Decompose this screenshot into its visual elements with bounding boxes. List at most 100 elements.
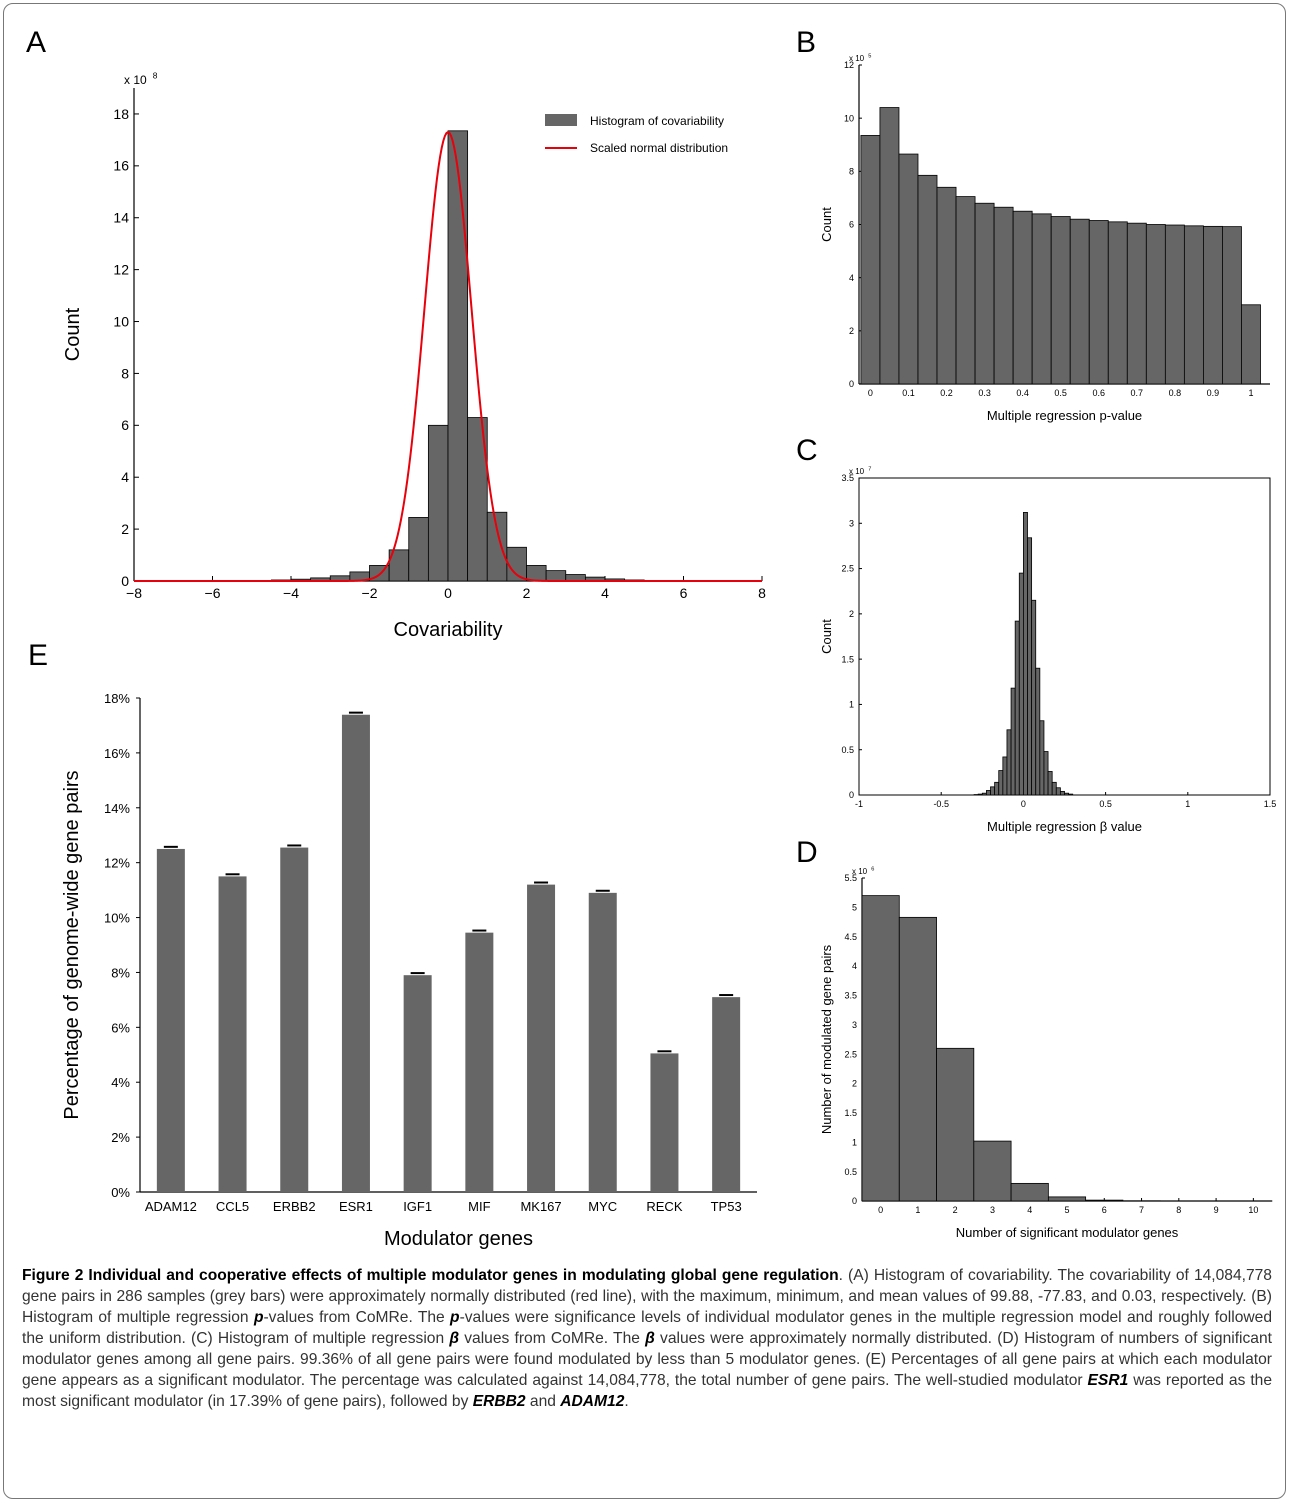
histogram-bar: [1010, 1182, 1049, 1202]
chart-c-histogram-beta: 0 0.5 1 1.5 2 2.5 3 3.5 -1 -0.5 0 0.5 1 1.5 x 10 7 Multi…: [819, 466, 1276, 834]
histogram-bar: [1006, 729, 1012, 796]
y-tick-label: 2: [849, 609, 854, 619]
y-tick-label: 4%: [111, 1075, 130, 1090]
y-tick-label: 1: [852, 1137, 857, 1147]
legend-label: Histogram of covariability: [590, 114, 724, 128]
histogram-bar: [506, 546, 527, 582]
histogram-bar: [1023, 512, 1028, 796]
x-tick-label: 0.3: [978, 388, 991, 398]
y-tick-label: 2: [849, 326, 854, 336]
plot-area: [858, 477, 1271, 796]
histogram-bar: [1064, 792, 1070, 796]
histogram-bar: [1012, 210, 1033, 385]
y-tick-label: 3: [849, 518, 854, 528]
x-tick-label: 0.7: [1131, 388, 1144, 398]
y-tick-label: 4: [852, 961, 857, 971]
y-multiplier-exponent: 7: [868, 466, 871, 472]
caption-title: Figure 2 Individual and cooperative effe…: [22, 1267, 839, 1284]
caption-text: -values from CoMRe. The: [263, 1309, 451, 1326]
histogram-bar: [994, 781, 1000, 796]
histogram-bar: [1043, 751, 1049, 796]
y-tick-label: 5.5: [844, 873, 857, 883]
y-multiplier: x 10: [124, 73, 147, 87]
histogram-bar: [977, 793, 983, 796]
caption-text: -values were significance levels of indi…: [22, 1309, 1272, 1347]
x-tick-label: 0.6: [1092, 388, 1105, 398]
histogram-bar: [1014, 620, 1020, 796]
x-tick-label: 4: [601, 585, 609, 601]
x-tick-label: 6: [1102, 1205, 1107, 1215]
histogram-bar: [990, 786, 996, 796]
histogram-bar: [917, 174, 938, 385]
caption-text: .: [624, 1393, 629, 1410]
bar: [465, 932, 494, 1192]
histogram-bar: [974, 202, 995, 385]
x-tick-label: MK167: [520, 1199, 561, 1214]
x-tick-label: 0.5: [1054, 388, 1067, 398]
histogram-bar: [879, 107, 900, 385]
x-tick-label: −4: [283, 585, 299, 601]
histogram-bar: [447, 130, 469, 582]
y-axis-label: Count: [819, 619, 834, 654]
histogram-bar: [860, 135, 881, 385]
y-tick-label: 2.5: [844, 1049, 857, 1059]
x-tick-label: ADAM12: [145, 1199, 197, 1214]
x-tick-label: TP53: [711, 1199, 742, 1214]
x-tick-label: 0.2: [940, 388, 953, 398]
histogram-bar: [898, 153, 919, 385]
x-tick-label: 1: [915, 1205, 920, 1215]
x-tick-label: ESR1: [339, 1199, 373, 1214]
x-tick-label: 1: [1248, 388, 1253, 398]
x-tick-label: 2: [953, 1205, 958, 1215]
histogram-bar: [1145, 224, 1166, 385]
histogram-bar: [936, 1047, 975, 1202]
chart-e-modulator-percentages: 0% 2% 4% 6% 8% 10% 12% 14% 16% 18% ADAM12 CCL5 ERBB2…: [61, 691, 757, 1250]
x-tick-label: 5: [1064, 1205, 1069, 1215]
x-tick-label: 10: [1248, 1205, 1258, 1215]
x-axis-label: Number of significant modulator genes: [956, 1225, 1179, 1240]
y-tick-label: 2.5: [841, 564, 854, 574]
histogram-bar: [486, 511, 508, 582]
y-tick-label: 12%: [104, 856, 130, 871]
histogram-bar: [427, 424, 449, 582]
y-tick-label: 6%: [111, 1020, 130, 1035]
caption-symbol: β: [449, 1330, 460, 1347]
bar: [341, 714, 370, 1192]
x-tick-label: 0: [868, 388, 873, 398]
y-tick-label: 4: [121, 469, 129, 485]
histogram-bar: [936, 186, 957, 385]
caption-symbol: p: [450, 1309, 460, 1326]
caption-text: was reported as the most significant mod…: [22, 1372, 1272, 1410]
y-tick-label: 8: [121, 365, 129, 381]
x-tick-label: 8: [758, 585, 766, 601]
histogram-bar: [1164, 224, 1185, 385]
legend-swatch-bar: [545, 114, 577, 126]
y-tick-label: 8%: [111, 965, 130, 980]
caption-gene: ERBB2: [472, 1393, 526, 1410]
bar: [403, 975, 432, 1192]
y-tick-label: 3: [852, 1020, 857, 1030]
x-tick-label: MYC: [588, 1199, 617, 1214]
x-tick-label: 0: [1021, 799, 1026, 809]
y-tick-label: 10: [113, 313, 129, 329]
histogram-bar: [1088, 220, 1109, 385]
x-tick-label: −2: [362, 585, 378, 601]
histogram-bar: [1047, 771, 1053, 796]
y-multiplier: x 10: [849, 467, 865, 476]
x-tick-label: 7: [1139, 1205, 1144, 1215]
x-tick-label: 0: [878, 1205, 883, 1215]
caption-text: and: [525, 1393, 561, 1410]
x-tick-label: CCL5: [216, 1199, 249, 1214]
x-tick-label: 8: [1176, 1205, 1181, 1215]
figure-frame: [3, 3, 1286, 1499]
caption-gene: ADAM12: [560, 1393, 625, 1410]
histogram-bar: [998, 770, 1004, 796]
x-axis-label: Modulator genes: [384, 1228, 533, 1250]
y-multiplier-exponent: 8: [153, 71, 158, 81]
y-tick-label: 18%: [104, 691, 130, 706]
y-axis-label: Percentage of genome-wide gene pairs: [61, 770, 83, 1119]
histogram-bar: [1002, 756, 1008, 796]
x-tick-label: 0.5: [1099, 799, 1112, 809]
y-tick-label: 10%: [104, 911, 130, 926]
x-tick-label: ERBB2: [273, 1199, 316, 1214]
